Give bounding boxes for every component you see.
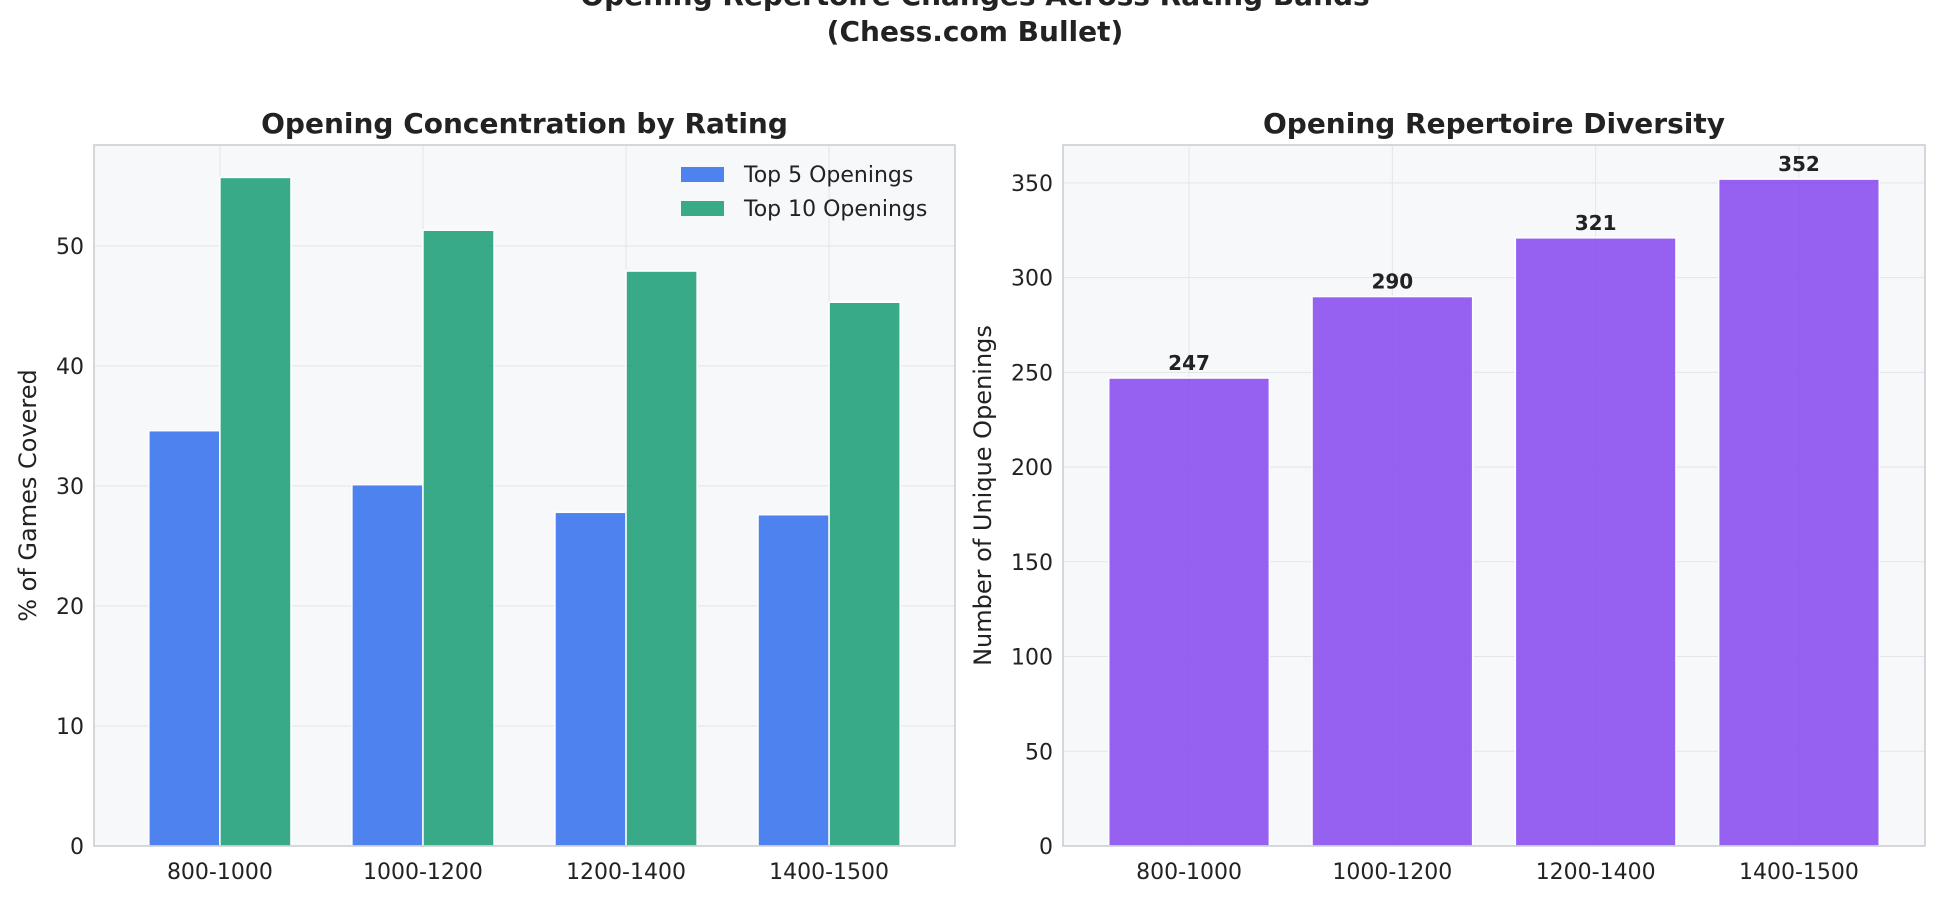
y-tick-label: 0 [1039,835,1053,860]
legend-swatch [681,201,724,216]
bar-value-label: 290 [1371,270,1413,294]
y-tick-label: 30 [56,475,84,500]
chart-title: Opening Concentration by Rating [261,107,788,140]
y-tick-label: 20 [56,595,84,620]
y-tick-label: 200 [1011,456,1053,481]
concentration-chart: 0 10 20 30 40 50 800-1000 1000-1200 1200-1400 140… [14,107,956,885]
legend-label: Top 5 Openings [743,163,913,188]
y-tick-label: 10 [56,715,84,740]
bar-top5 [757,513,830,847]
y-tick-label: 100 [1011,646,1053,671]
x-tick-label: 800-1000 [1136,860,1242,885]
suptitle-line-2: (Chess.com Bullet) [826,15,1124,48]
bar-top10 [625,270,698,847]
y-tick-label: 300 [1011,267,1053,292]
bar-unique-openings [1311,295,1474,847]
bar-top5 [351,483,424,847]
bar-value-label: 247 [1168,351,1210,375]
legend-label: Top 10 Openings [743,197,927,222]
x-tick-label: 1200-1400 [1536,860,1656,885]
plot-frame [1062,144,1926,847]
y-tick-label: 150 [1011,551,1053,576]
plot-frame [93,144,956,847]
bar-top10 [422,229,495,847]
y-axis-title: Number of Unique Openings [969,325,997,666]
y-axis-title: % of Games Covered [14,369,42,622]
bar-unique-openings [1514,237,1677,847]
bar-unique-openings [1717,178,1881,847]
legend: Top 5 Openings Top 10 Openings [681,163,927,222]
suptitle-line-1: Opening Repertoire Changes Across Rating… [0,0,1950,14]
bar-top10 [828,301,901,847]
bar-top5 [554,511,627,847]
y-tick-label: 40 [56,355,84,380]
x-tick-label: 1400-1500 [769,860,889,885]
figure-suptitle: Opening Repertoire Changes Across Rating… [0,0,1950,50]
x-tick-label: 1400-1500 [1739,860,1859,885]
x-tick-label: 1200-1400 [566,860,686,885]
diversity-chart: 0 50 100 150 200 250 300 350 800-1000 1000-1200 12… [969,107,1926,885]
bar-value-label: 321 [1575,211,1617,235]
x-tick-label: 800-1000 [167,860,273,885]
bar-value-label: 352 [1778,152,1820,176]
x-tick-label: 1000-1200 [363,860,483,885]
y-tick-label: 50 [1025,740,1053,765]
bar-top10 [219,176,292,847]
chart-title: Opening Repertoire Diversity [1263,107,1725,140]
y-tick-label: 50 [56,235,84,260]
y-tick-label: 350 [1011,172,1053,197]
x-tick-label: 1000-1200 [1332,860,1452,885]
bar-top5 [148,429,221,847]
legend-swatch [681,167,724,182]
y-tick-label: 0 [70,835,84,860]
y-tick-label: 250 [1011,361,1053,386]
bar-unique-openings [1107,377,1271,847]
